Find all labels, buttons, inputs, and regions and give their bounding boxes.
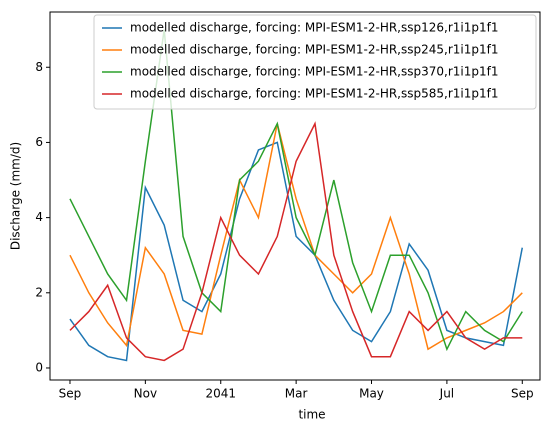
x-tick-label: Jul (439, 387, 454, 401)
x-tick-label: May (359, 387, 384, 401)
legend: modelled discharge, forcing: MPI-ESM1-2-… (93, 14, 537, 110)
legend-label: modelled discharge, forcing: MPI-ESM1-2-… (130, 43, 498, 57)
x-tick-label: Sep (59, 387, 82, 401)
y-tick-label: 2 (35, 285, 43, 299)
legend-label: modelled discharge, forcing: MPI-ESM1-2-… (130, 65, 498, 79)
series-line (69, 121, 523, 362)
x-axis-label: time (298, 408, 325, 422)
x-tick-label: Mar (285, 387, 308, 401)
plot-frame (49, 11, 541, 381)
x-tick-label: Sep (511, 387, 534, 401)
x-tick-label: 2041 (205, 387, 236, 401)
y-tick-label: 0 (35, 360, 43, 374)
series-line (69, 141, 524, 362)
legend-box (93, 14, 537, 110)
series-line (69, 29, 523, 352)
y-tick-label: 6 (35, 135, 43, 149)
legend-label: modelled discharge, forcing: MPI-ESM1-2-… (130, 21, 498, 35)
series-line (69, 123, 523, 351)
legend-label: modelled discharge, forcing: MPI-ESM1-2-… (130, 87, 498, 101)
y-tick-label: 4 (35, 210, 43, 224)
y-axis-label: Discharge (mm/d) (9, 142, 23, 250)
x-tick-label: Nov (134, 387, 157, 401)
y-tick-label: 8 (35, 60, 43, 74)
